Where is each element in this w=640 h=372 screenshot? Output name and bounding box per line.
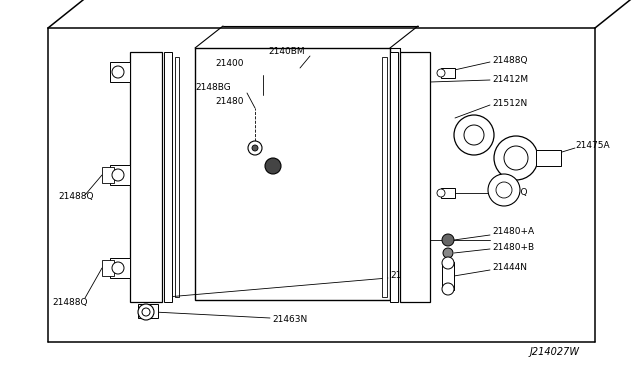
Circle shape — [504, 146, 528, 170]
Bar — [110, 258, 130, 278]
Circle shape — [252, 145, 258, 151]
Text: 21400: 21400 — [215, 58, 243, 67]
Circle shape — [488, 174, 520, 206]
Text: 21488Q: 21488Q — [58, 192, 93, 202]
Circle shape — [442, 257, 454, 269]
Circle shape — [454, 115, 494, 155]
Text: 21512N: 21512N — [492, 99, 527, 108]
Text: 21480: 21480 — [215, 96, 243, 106]
Text: 21412E: 21412E — [390, 270, 424, 279]
Bar — [536, 150, 561, 166]
Text: 21488Q: 21488Q — [492, 187, 527, 196]
Bar — [195, 48, 390, 300]
Text: 21475A: 21475A — [575, 141, 610, 151]
Circle shape — [442, 283, 454, 295]
Bar — [102, 167, 114, 183]
Bar — [175, 57, 179, 297]
Bar — [441, 68, 455, 78]
Text: 2140BM: 2140BM — [268, 46, 305, 55]
Text: 21444N: 21444N — [492, 263, 527, 273]
Bar — [442, 262, 454, 290]
Bar — [400, 52, 430, 302]
Circle shape — [442, 234, 454, 246]
Circle shape — [496, 182, 512, 198]
Bar — [138, 304, 158, 318]
Circle shape — [494, 136, 538, 180]
Bar — [110, 165, 130, 185]
Text: 21412M: 21412M — [492, 74, 528, 83]
Bar — [110, 62, 130, 82]
Circle shape — [248, 141, 262, 155]
Circle shape — [112, 262, 124, 274]
Text: 21480+B: 21480+B — [492, 243, 534, 251]
Bar — [102, 260, 114, 276]
Bar — [382, 57, 387, 297]
Circle shape — [437, 189, 445, 197]
Bar — [390, 52, 398, 302]
Circle shape — [142, 308, 150, 316]
Circle shape — [112, 66, 124, 78]
Circle shape — [265, 158, 281, 174]
Text: 21488Q: 21488Q — [52, 298, 88, 307]
Circle shape — [138, 304, 154, 320]
Circle shape — [437, 69, 445, 77]
Text: 21488Q: 21488Q — [492, 55, 527, 64]
Text: 2148BG: 2148BG — [195, 83, 231, 92]
Bar — [441, 188, 455, 198]
Text: 21463N: 21463N — [272, 315, 307, 324]
Circle shape — [443, 248, 453, 258]
Bar — [164, 52, 172, 302]
Bar — [130, 52, 162, 302]
Text: J214027W: J214027W — [530, 347, 580, 357]
Circle shape — [464, 125, 484, 145]
Text: 21480+A: 21480+A — [492, 228, 534, 237]
Circle shape — [112, 169, 124, 181]
